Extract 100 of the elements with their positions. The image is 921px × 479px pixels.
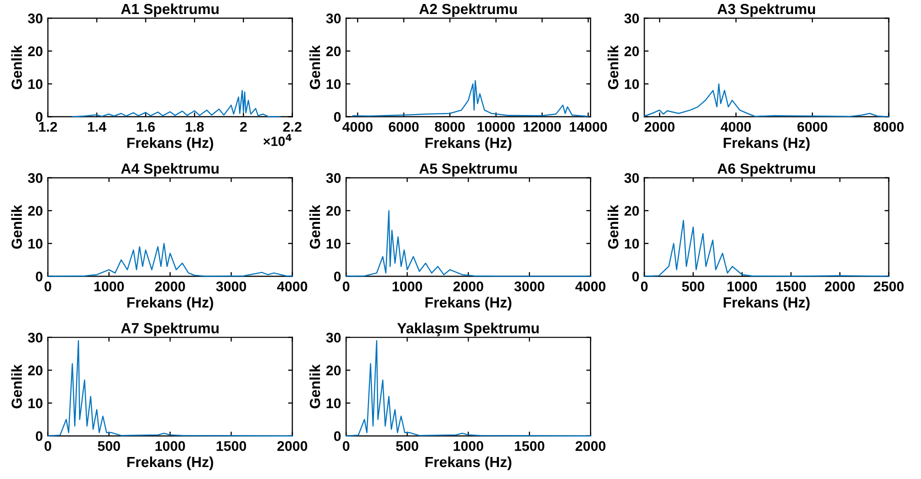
chart-title: Yaklaşım Spektrumu <box>397 322 539 336</box>
x-tick-label: 3000 <box>514 282 544 292</box>
x-tick-label: 1500 <box>776 282 806 292</box>
y-tick-label: 20 <box>28 366 42 376</box>
y-axis-title: Genlik <box>11 204 22 249</box>
x-tick-label: 0 <box>44 441 52 451</box>
x-tick-label: 4000 <box>277 282 308 292</box>
line-series <box>352 80 589 117</box>
y-tick-label: 30 <box>624 173 639 183</box>
y-tick-label: 0 <box>36 272 42 282</box>
y-tick-label: 0 <box>632 112 639 122</box>
y-tick-label: 30 <box>326 173 341 183</box>
y-tick-label: 0 <box>632 272 639 282</box>
x-tick-label: 500 <box>98 441 120 451</box>
x-tick-label: 500 <box>396 441 418 451</box>
x-tick-label: 10000 <box>478 122 515 132</box>
x-tick-label: 2000 <box>155 282 185 292</box>
y-axis-title: Genlik <box>11 364 22 408</box>
chart-title: A4 Spektrumu <box>121 163 219 177</box>
y-tick-label: 20 <box>326 366 341 376</box>
x-tick-label: 2000 <box>576 441 606 451</box>
line-series <box>47 340 293 436</box>
x-tick-label: 2 <box>240 122 247 132</box>
x-tick-label: 1.8 <box>186 122 204 132</box>
y-tick-label: 20 <box>326 46 341 56</box>
x-tick-label: 1.6 <box>136 122 155 132</box>
x-tick-label: 2500 <box>874 282 904 292</box>
y-tick-label: 0 <box>334 431 341 442</box>
y-tick-label: 30 <box>28 173 42 183</box>
y-tick-label: 0 <box>36 112 42 122</box>
y-tick-label: 20 <box>624 206 639 216</box>
y-tick-label: 0 <box>334 112 341 122</box>
x-axis-title: Frekans (Hz) <box>127 137 214 151</box>
y-tick-label: 10 <box>28 398 42 408</box>
x-axis-title: Frekans (Hz) <box>426 137 512 151</box>
x-tick-label: 14000 <box>570 122 607 132</box>
x-tick-label: 1.2 <box>39 122 57 132</box>
y-tick-label: 10 <box>326 238 341 249</box>
x-tick-label: 1000 <box>454 441 484 451</box>
x-tick-label: 1000 <box>156 441 185 451</box>
chart-title: A5 Spektrumu <box>419 163 517 177</box>
chart-title: A7 Spektrumu <box>121 322 219 336</box>
x-tick-label: 6000 <box>388 122 419 132</box>
chart-title: A2 Spektrumu <box>419 3 517 18</box>
y-tick-label: 20 <box>28 46 42 56</box>
x-tick-label: 12000 <box>524 122 561 132</box>
y-tick-label: 0 <box>36 431 42 442</box>
y-axis-title: Genlik <box>11 45 22 90</box>
chart-title: A3 Spektrumu <box>717 3 816 18</box>
x-tick-label: 0 <box>641 282 648 292</box>
x-tick-label: 2000 <box>824 282 855 292</box>
y-tick-label: 20 <box>624 46 639 56</box>
x-tick-label: 8000 <box>434 122 465 132</box>
x-tick-label: 1000 <box>392 282 422 292</box>
y-tick-label: 10 <box>326 79 341 90</box>
x-tick-label: 1000 <box>728 282 757 292</box>
chart-title: A1 Spektrumu <box>121 3 219 18</box>
line-series <box>346 340 592 436</box>
y-tick-label: 10 <box>326 398 341 408</box>
x-tick-label: 1500 <box>514 441 544 451</box>
x-tick-label: 2000 <box>277 441 308 451</box>
x-tick-label: 0 <box>342 282 350 292</box>
x-axis-title: Frekans (Hz) <box>426 296 512 310</box>
x-tick-label: 2.2 <box>283 122 302 132</box>
x-tick-label: 2000 <box>644 122 674 132</box>
y-axis-title: Genlik <box>309 364 320 408</box>
y-tick-label: 10 <box>28 238 42 249</box>
y-axis-title: Genlik <box>608 204 618 249</box>
y-tick-label: 30 <box>28 332 42 343</box>
x-tick-label: 0 <box>342 441 350 451</box>
x-axis-title: Frekans (Hz) <box>426 456 512 470</box>
y-tick-label: 0 <box>334 272 341 282</box>
x-tick-label: 1500 <box>216 441 246 451</box>
line-series <box>72 90 281 118</box>
y-tick-label: 20 <box>326 206 341 216</box>
y-axis-title: Genlik <box>309 45 320 90</box>
x-tick-label: 8000 <box>874 122 904 132</box>
x-tick-label: 3000 <box>216 282 246 292</box>
x-tick-label: 0 <box>44 282 52 292</box>
x-tick-label: 1.4 <box>88 122 106 132</box>
y-tick-label: 30 <box>326 332 341 343</box>
text: ×10$^{4}$ <box>263 134 292 146</box>
x-tick-label: 6000 <box>797 122 828 132</box>
x-tick-label: 1000 <box>94 282 124 292</box>
x-axis-title: Frekans (Hz) <box>127 456 214 470</box>
y-tick-label: 10 <box>28 79 42 90</box>
x-tick-label: 4000 <box>720 122 751 132</box>
x-axis-title: Frekans (Hz) <box>724 296 810 310</box>
x-axis-title: Frekans (Hz) <box>127 296 214 310</box>
y-axis-title: Genlik <box>309 204 320 249</box>
x-tick-label: 4000 <box>575 282 606 292</box>
y-tick-label: 10 <box>624 79 639 90</box>
y-tick-label: 10 <box>624 238 639 249</box>
y-tick-label: 20 <box>28 206 42 216</box>
x-tick-label: 4000 <box>342 122 373 132</box>
y-tick-label: 30 <box>28 14 42 24</box>
x-tick-label: 500 <box>682 282 704 292</box>
y-tick-label: 30 <box>326 14 341 24</box>
y-tick-label: 30 <box>624 14 639 24</box>
y-axis-title: Genlik <box>608 45 618 90</box>
